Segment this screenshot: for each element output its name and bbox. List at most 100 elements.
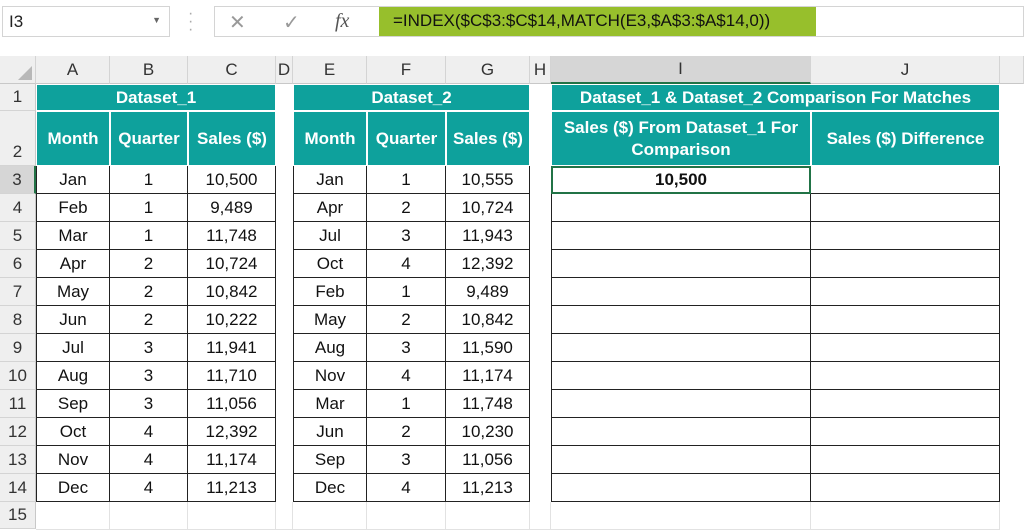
comparison-cell[interactable] bbox=[811, 362, 1000, 390]
dataset1-cell[interactable]: Dec bbox=[36, 474, 110, 502]
comparison-cell[interactable] bbox=[811, 166, 1000, 194]
comparison-cell[interactable] bbox=[811, 390, 1000, 418]
dataset2-cell[interactable]: 3 bbox=[367, 334, 446, 362]
column-header-I[interactable]: I bbox=[551, 56, 811, 84]
fx-icon[interactable]: fx bbox=[335, 10, 350, 32]
dataset2-cell[interactable]: 10,555 bbox=[446, 166, 530, 194]
select-all-corner[interactable] bbox=[0, 56, 36, 84]
dataset2-cell[interactable]: 9,489 bbox=[446, 278, 530, 306]
dataset1-cell[interactable]: Sep bbox=[36, 390, 110, 418]
dataset1-cell[interactable]: 1 bbox=[110, 222, 188, 250]
dataset1-cell[interactable]: 11,174 bbox=[188, 446, 276, 474]
dataset1-cell[interactable]: 1 bbox=[110, 166, 188, 194]
empty-cell[interactable] bbox=[36, 502, 110, 530]
dataset1-cell[interactable]: 4 bbox=[110, 474, 188, 502]
dataset1-cell[interactable]: 3 bbox=[110, 362, 188, 390]
comparison-cell[interactable] bbox=[811, 446, 1000, 474]
dataset1-cell[interactable]: 2 bbox=[110, 278, 188, 306]
dataset2-cell[interactable]: 11,748 bbox=[446, 390, 530, 418]
dataset1-cell[interactable]: 11,941 bbox=[188, 334, 276, 362]
column-header-E[interactable]: E bbox=[293, 56, 367, 84]
dataset2-cell[interactable]: Jul bbox=[293, 222, 367, 250]
dataset2-cell[interactable]: 11,590 bbox=[446, 334, 530, 362]
empty-cell[interactable] bbox=[276, 502, 293, 530]
dataset1-cell[interactable]: 11,748 bbox=[188, 222, 276, 250]
dataset2-cell[interactable]: 3 bbox=[367, 222, 446, 250]
dataset2-cell[interactable]: Jan bbox=[293, 166, 367, 194]
dataset2-cell[interactable]: 4 bbox=[367, 250, 446, 278]
cancel-icon[interactable]: ✕ bbox=[229, 12, 246, 34]
row-header-5[interactable]: 5 bbox=[0, 222, 36, 250]
dataset1-cell[interactable]: Mar bbox=[36, 222, 110, 250]
dataset1-cell[interactable]: 11,710 bbox=[188, 362, 276, 390]
empty-cell[interactable] bbox=[446, 502, 530, 530]
dataset1-cell[interactable]: 2 bbox=[110, 250, 188, 278]
dataset2-cell[interactable]: 2 bbox=[367, 306, 446, 334]
dataset1-cell[interactable]: Feb bbox=[36, 194, 110, 222]
dataset1-cell[interactable]: 10,500 bbox=[188, 166, 276, 194]
drag-handle-icon[interactable]: · · · bbox=[188, 5, 194, 38]
dataset1-cell[interactable]: 9,489 bbox=[188, 194, 276, 222]
column-header-H[interactable]: H bbox=[530, 56, 551, 84]
dataset2-cell[interactable]: 4 bbox=[367, 474, 446, 502]
dataset1-cell[interactable]: Aug bbox=[36, 362, 110, 390]
dataset2-cell[interactable]: 2 bbox=[367, 194, 446, 222]
dataset1-cell[interactable]: 12,392 bbox=[188, 418, 276, 446]
dataset2-cell[interactable]: Jun bbox=[293, 418, 367, 446]
dataset1-cell[interactable]: 10,222 bbox=[188, 306, 276, 334]
dataset2-cell[interactable]: 10,724 bbox=[446, 194, 530, 222]
dataset1-cell[interactable]: Jun bbox=[36, 306, 110, 334]
dataset1-cell[interactable]: 11,213 bbox=[188, 474, 276, 502]
dataset1-cell[interactable]: May bbox=[36, 278, 110, 306]
row-header-14[interactable]: 14 bbox=[0, 474, 36, 502]
comparison-cell[interactable] bbox=[811, 334, 1000, 362]
row-header-2[interactable]: 2 bbox=[0, 111, 36, 166]
column-header-J[interactable]: J bbox=[811, 56, 1000, 84]
dataset2-cell[interactable]: 2 bbox=[367, 418, 446, 446]
dataset2-cell[interactable]: 4 bbox=[367, 362, 446, 390]
comparison-cell[interactable] bbox=[551, 362, 811, 390]
row-header-1[interactable]: 1 bbox=[0, 84, 36, 111]
empty-cell[interactable] bbox=[811, 502, 1000, 530]
row-header-11[interactable]: 11 bbox=[0, 390, 36, 418]
row-header-10[interactable]: 10 bbox=[0, 362, 36, 390]
comparison-cell[interactable] bbox=[551, 222, 811, 250]
comparison-cell[interactable] bbox=[551, 418, 811, 446]
row-header-7[interactable]: 7 bbox=[0, 278, 36, 306]
empty-cell[interactable] bbox=[293, 502, 367, 530]
comparison-cell[interactable] bbox=[551, 446, 811, 474]
enter-icon[interactable]: ✓ bbox=[283, 12, 300, 34]
dataset2-cell[interactable]: Dec bbox=[293, 474, 367, 502]
row-header-13[interactable]: 13 bbox=[0, 446, 36, 474]
empty-cell[interactable] bbox=[530, 502, 551, 530]
column-header-G[interactable]: G bbox=[446, 56, 530, 84]
column-header-C[interactable]: C bbox=[188, 56, 276, 84]
comparison-cell[interactable] bbox=[811, 250, 1000, 278]
dataset1-cell[interactable]: 1 bbox=[110, 194, 188, 222]
dataset2-cell[interactable]: Feb bbox=[293, 278, 367, 306]
dataset1-cell[interactable]: 10,842 bbox=[188, 278, 276, 306]
column-header-D[interactable]: D bbox=[276, 56, 293, 84]
dataset2-cell[interactable]: Nov bbox=[293, 362, 367, 390]
dataset2-cell[interactable]: Mar bbox=[293, 390, 367, 418]
dataset1-cell[interactable]: Oct bbox=[36, 418, 110, 446]
dataset1-cell[interactable]: Apr bbox=[36, 250, 110, 278]
dataset2-cell[interactable]: May bbox=[293, 306, 367, 334]
dataset2-cell[interactable]: 10,230 bbox=[446, 418, 530, 446]
row-header-4[interactable]: 4 bbox=[0, 194, 36, 222]
dataset1-cell[interactable]: Nov bbox=[36, 446, 110, 474]
dataset2-cell[interactable]: 1 bbox=[367, 278, 446, 306]
empty-cell[interactable] bbox=[367, 502, 446, 530]
comparison-cell[interactable] bbox=[551, 390, 811, 418]
comparison-cell[interactable] bbox=[551, 250, 811, 278]
dataset2-cell[interactable]: Sep bbox=[293, 446, 367, 474]
comparison-cell[interactable] bbox=[811, 474, 1000, 502]
dataset2-cell[interactable]: 11,056 bbox=[446, 446, 530, 474]
formula-input[interactable]: =INDEX($C$3:$C$14,MATCH(E3,$A$3:$A$14,0)… bbox=[379, 7, 816, 36]
dataset1-cell[interactable]: 4 bbox=[110, 446, 188, 474]
dataset2-cell[interactable]: 1 bbox=[367, 390, 446, 418]
empty-cell[interactable] bbox=[551, 502, 811, 530]
dataset2-cell[interactable]: Aug bbox=[293, 334, 367, 362]
row-header-6[interactable]: 6 bbox=[0, 250, 36, 278]
chevron-down-icon[interactable]: ▼ bbox=[152, 15, 161, 25]
